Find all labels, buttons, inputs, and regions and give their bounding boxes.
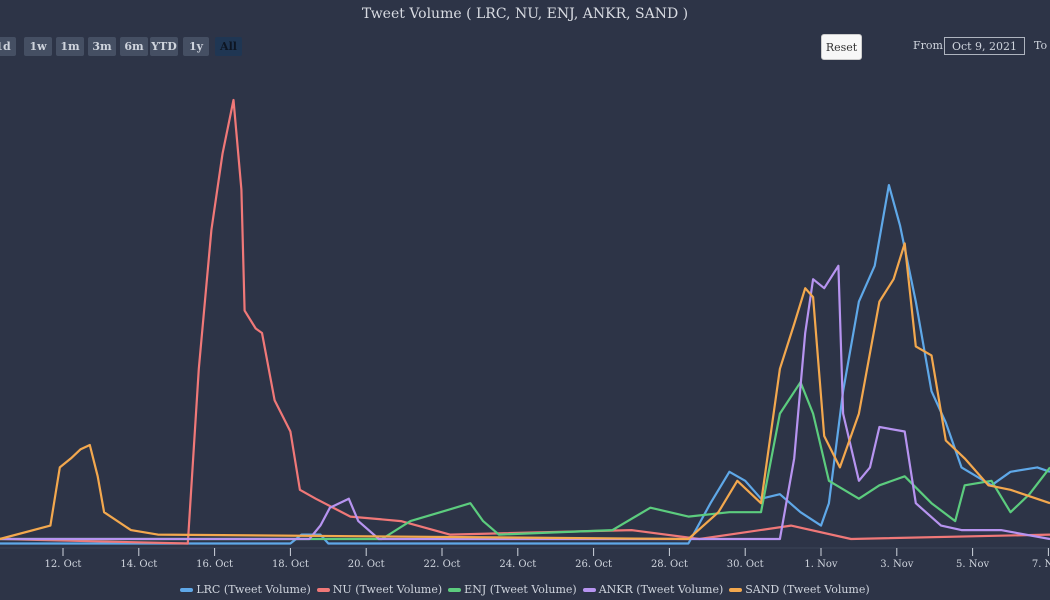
range-button-1m[interactable]: 1m <box>56 37 84 56</box>
legend-item-lrc[interactable]: LRC (Tweet Volume) <box>180 583 311 596</box>
range-button-6m[interactable]: 6m <box>120 37 148 56</box>
x-tick-label: 18. Oct <box>272 559 309 570</box>
x-tick-label: 20. Oct <box>348 559 385 570</box>
range-button-3m[interactable]: 3m <box>88 37 116 56</box>
range-button-1w[interactable]: 1w <box>24 37 52 56</box>
x-tick-label: 7. Nov <box>1032 559 1050 570</box>
legend-label: NU (Tweet Volume) <box>332 583 443 596</box>
x-tick-label: 1. Nov <box>804 559 837 570</box>
from-label: From <box>913 39 943 52</box>
range-button-all[interactable]: All <box>215 37 242 56</box>
chart-title: Tweet Volume ( LRC, NU, ENJ, ANKR, SAND … <box>361 6 689 22</box>
series-line-enj[interactable] <box>0 381 1050 541</box>
reset-zoom-button[interactable]: Reset <box>821 34 862 60</box>
x-tick-label: 22. Oct <box>424 559 461 570</box>
range-button-ytd[interactable]: YTD <box>150 37 178 56</box>
x-tick-label: 28. Oct <box>651 559 688 570</box>
legend: LRC (Tweet Volume) NU (Tweet Volume) ENJ (… <box>0 583 1050 596</box>
series-line-sand[interactable] <box>0 242 1050 541</box>
series-line-nu[interactable] <box>0 98 1050 545</box>
legend-swatch <box>729 588 743 592</box>
to-label: To <box>1034 39 1048 52</box>
legend-swatch <box>316 588 330 592</box>
x-tick-label: 12. Oct <box>45 559 82 570</box>
range-button-1y[interactable]: 1y <box>183 37 209 56</box>
legend-swatch <box>448 588 462 592</box>
legend-swatch <box>180 588 194 592</box>
x-tick-label: 16. Oct <box>196 559 233 570</box>
legend-label: ANKR (Tweet Volume) <box>598 583 724 596</box>
legend-swatch <box>582 588 596 592</box>
legend-item-nu[interactable]: NU (Tweet Volume) <box>316 583 443 596</box>
series-line-ankr[interactable] <box>0 264 1050 541</box>
legend-label: LRC (Tweet Volume) <box>196 583 311 596</box>
legend-item-ankr[interactable]: ANKR (Tweet Volume) <box>582 583 724 596</box>
legend-item-enj[interactable]: ENJ (Tweet Volume) <box>448 583 577 596</box>
legend-label: ENJ (Tweet Volume) <box>464 583 577 596</box>
x-tick-label: 30. Oct <box>727 559 764 570</box>
range-button-1d[interactable]: 1d <box>0 37 16 56</box>
legend-label: SAND (Tweet Volume) <box>745 583 870 596</box>
x-tick-label: 14. Oct <box>120 559 157 570</box>
x-tick-label: 5. Nov <box>956 559 989 570</box>
x-tick-label: 3. Nov <box>880 559 913 570</box>
x-tick-label: 26. Oct <box>575 559 612 570</box>
x-tick-label: 24. Oct <box>499 559 536 570</box>
series-line-lrc[interactable] <box>0 184 1050 545</box>
legend-item-sand[interactable]: SAND (Tweet Volume) <box>729 583 870 596</box>
from-date-input[interactable]: Oct 9, 2021 <box>944 37 1025 55</box>
